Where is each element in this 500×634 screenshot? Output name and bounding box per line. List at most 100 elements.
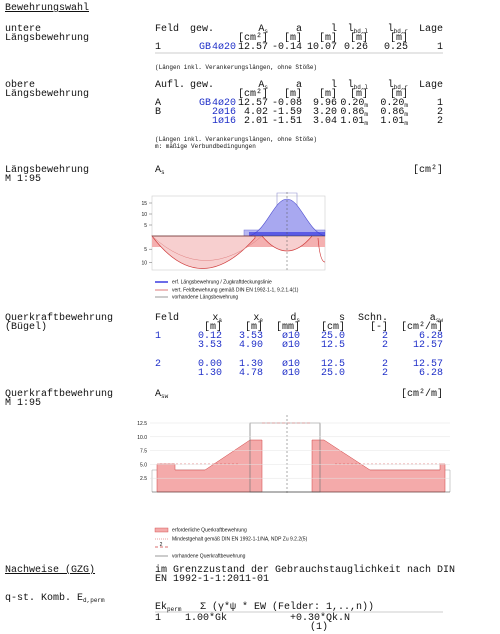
paragraph: EN 1992-1-1:2011-01 (155, 574, 269, 585)
table-cell: ø10 (282, 331, 300, 342)
formula-cell: 1.00*Gk (185, 612, 227, 624)
text-sub: m (404, 111, 408, 118)
table-cell: 10.07 (307, 42, 337, 53)
formula-head: Ekperm (155, 601, 182, 613)
table-cell: 4ø20 (212, 98, 236, 109)
chart-quantity: Asw (155, 389, 169, 400)
formula-cell: 1 (155, 613, 161, 624)
text-sub: a (218, 317, 222, 324)
column-header: Schn. (358, 312, 388, 324)
text-sub: perm (167, 606, 182, 613)
section-label: Längsbewehrung (5, 164, 89, 176)
table-cell: GB (199, 42, 211, 53)
table-cell: 12.57 (413, 340, 443, 351)
table-cell: 9.96 (313, 98, 337, 109)
table-cell: -1.59 (272, 107, 302, 118)
legend-label: erf. Längsbewehrung / Zugkraftdeckungsli… (172, 280, 272, 286)
text-sub: s (264, 28, 268, 35)
table-cell: 12.57 (238, 98, 268, 109)
table-cell: 1 (155, 331, 161, 342)
table-cell: 25.0 (321, 331, 345, 342)
section-label: (Bügel) (5, 321, 47, 333)
section-title: Nachweise (GZG) (5, 564, 95, 576)
text-main: d (290, 312, 296, 324)
column-unit: [m] (204, 321, 222, 333)
text-sub: sw (161, 393, 169, 400)
text-main: 0.20 (380, 98, 404, 109)
table-cell: -0.08 (272, 98, 302, 109)
table-cell: ø10 (282, 359, 300, 370)
column-unit: [-] (370, 321, 388, 333)
table-cell: 2 (155, 359, 161, 370)
table-cell: 25.0 (321, 368, 345, 379)
column-header: a (296, 80, 302, 91)
section-title: Bewehrungswahl (5, 2, 89, 14)
column-header: ds (290, 312, 300, 324)
chart-quantity: As (155, 165, 165, 176)
table-cell: 6.28 (419, 331, 443, 342)
text-main: 0.86 (340, 107, 364, 118)
table-cell: 1 (155, 42, 161, 53)
text-sub: m (364, 120, 368, 127)
table-cell: 12.5 (321, 340, 345, 351)
text-main: q-st. Komb. E (5, 592, 83, 604)
section-label: Längsbewehrung (5, 88, 89, 100)
y-tick-label: 7.5 (140, 449, 147, 455)
chart-unit: [cm²] (413, 164, 443, 176)
column-header: gew. (190, 80, 214, 91)
text-main: A (155, 165, 161, 176)
legend-label: vorhandene Querkraftbewehrung (172, 554, 246, 560)
asw-diagram (151, 415, 451, 557)
text-main: a (430, 313, 436, 324)
y-tick-label: 5 (144, 247, 147, 253)
text-sub: m (364, 111, 368, 118)
paragraph: im Grenzzustand der Gebrauchstauglichkei… (155, 564, 455, 576)
legend-label: vorhandene Längsbewehrung (172, 295, 238, 301)
table-cell: 1 (437, 98, 443, 109)
y-tick-label: 2.5 (140, 476, 147, 482)
column-header: l (331, 79, 337, 91)
text-main: x (253, 313, 259, 324)
y-tick-label: 5.0 (140, 462, 147, 468)
column-unit: [m] (284, 88, 302, 100)
text-main: 1.01 (380, 116, 404, 127)
text-sub: bd,r (394, 84, 409, 91)
column-unit: [mm] (276, 321, 300, 333)
column-header: Lage (419, 80, 443, 91)
table-cell: 12.57 (238, 42, 268, 53)
column-unit: [cm²] (238, 32, 268, 44)
table-cell: 0.20m (340, 98, 368, 109)
column-unit: [cm²/m] (401, 321, 443, 333)
table-cell: 4.78 (239, 368, 263, 379)
legend-label: Mindestgehalt gemäß DIN EN 1992-1-1/NA, … (172, 537, 308, 543)
column-header: Feld (155, 23, 179, 35)
table-cell: 1ø16 (212, 116, 236, 127)
formula-cell: (1) (310, 621, 328, 633)
column-header: Feld (155, 312, 179, 324)
table-cell: 6.28 (419, 368, 443, 379)
table-cell: -1.51 (272, 116, 302, 127)
text-main: A (155, 389, 161, 400)
column-unit: [m] (319, 32, 337, 44)
table-cell: 2 (437, 107, 443, 118)
table-cell: 4.02 (244, 107, 268, 118)
as-diagram (151, 192, 326, 298)
table-cell: 0.12 (198, 331, 222, 342)
column-unit: [m] (245, 321, 263, 333)
text-sub: bd,r (394, 28, 409, 35)
table-cell: 2 (382, 359, 388, 370)
column-unit: [m] (390, 88, 408, 100)
y-tick-label: 15 (141, 201, 147, 207)
column-header: xa (212, 313, 222, 324)
table-cell: 12.57 (413, 359, 443, 370)
column-header: As (258, 80, 268, 91)
section-label: obere (5, 79, 35, 91)
column-unit: [m] (350, 32, 368, 44)
legend-label: 2 (160, 542, 163, 548)
table-cell: B (155, 107, 161, 118)
table-cell: 3.53 (239, 331, 263, 342)
section-label: Querkraftbewehrung (5, 388, 113, 400)
text-main: 1.01 (340, 116, 364, 127)
table-cell: 2 (382, 340, 388, 351)
